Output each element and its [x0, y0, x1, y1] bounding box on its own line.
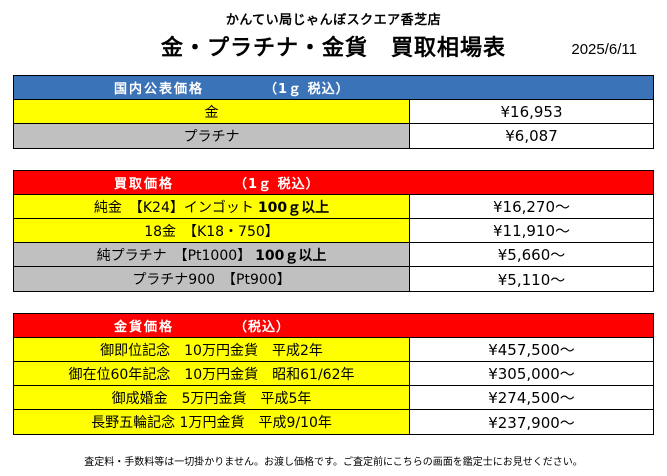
table-row: 純金 【K24】インゴット 100ｇ以上 ¥16,270～ — [14, 195, 653, 219]
table-row: 御即位記念 10万円金貨 平成2年 ¥457,500～ — [14, 338, 653, 362]
table-row: プラチナ ¥6,087 — [14, 124, 653, 148]
item-price: ¥5,660～ — [497, 246, 566, 264]
item-price: ¥16,953 — [500, 102, 563, 121]
item-price: ¥6,087 — [505, 127, 558, 145]
item-price: ¥274,500～ — [488, 389, 575, 407]
table-row: プラチナ900 【Pt900】 ¥5,110～ — [14, 267, 653, 291]
table-row: 18金 【K18・750】 ¥11,910～ — [14, 219, 653, 243]
item-name: 御即位記念 10万円金貨 平成2年 — [14, 338, 410, 361]
table-row: 御在位60年記念 10万円金貨 昭和61/62年 ¥305,000～ — [14, 362, 653, 386]
public-price-header: 国内公表価格 （1ｇ 税込） — [14, 76, 653, 100]
item-name: 純プラチナ 【Pt1000】 100ｇ以上 — [14, 243, 410, 266]
public-price-header-tax: （1ｇ 税込） — [264, 82, 350, 97]
item-price: ¥5,110～ — [497, 270, 566, 289]
item-price: ¥237,900～ — [488, 413, 575, 432]
item-name-platinum: プラチナ — [14, 124, 410, 148]
table-row: 純プラチナ 【Pt1000】 100ｇ以上 ¥5,660～ — [14, 243, 653, 267]
buy-price-table: 買取価格 （1ｇ 税込） 純金 【K24】インゴット 100ｇ以上 ¥16,270… — [13, 170, 654, 292]
store-name: かんてい局じゃんぼスクエア香芝店 — [225, 13, 442, 28]
coin-price-header-label: 金貨価格 — [114, 320, 175, 335]
item-price: ¥457,500～ — [488, 341, 575, 359]
buy-price-header: 買取価格 （1ｇ 税込） — [14, 171, 653, 195]
item-name: 御成婚金 5万円金貨 平成5年 — [14, 386, 410, 409]
page-title: 金・プラチナ・金貨 買取相場表 — [160, 36, 506, 61]
coin-price-header: 金貨価格 （税込） — [14, 314, 653, 338]
item-condition: 100ｇ以上 — [257, 199, 330, 216]
public-price-table: 国内公表価格 （1ｇ 税込） 金 ¥16,953 プラチナ ¥6,087 — [13, 75, 654, 149]
buy-price-header-tax: （1ｇ 税込） — [234, 177, 320, 192]
item-price: ¥11,910～ — [492, 222, 571, 240]
coin-price-header-tax: （税込） — [234, 320, 291, 335]
item-name: プラチナ900 【Pt900】 — [14, 267, 410, 291]
table-row: 長野五輪記念 1万円金貨 平成9/10年 ¥237,900～ — [14, 410, 653, 434]
buy-price-header-label: 買取価格 — [114, 177, 175, 192]
table-row: 御成婚金 5万円金貨 平成5年 ¥274,500～ — [14, 386, 653, 410]
public-price-header-label: 国内公表価格 — [114, 82, 205, 97]
item-price: ¥16,270～ — [492, 198, 571, 216]
item-name: 18金 【K18・750】 — [14, 219, 410, 242]
item-name: 御在位60年記念 10万円金貨 昭和61/62年 — [14, 362, 410, 385]
item-name: 長野五輪記念 1万円金貨 平成9/10年 — [14, 410, 410, 434]
item-name-gold: 金 — [14, 100, 410, 123]
item-price: ¥305,000～ — [488, 365, 575, 383]
footer-note: 査定料・手数料等は一切掛かりません。お渡し価格です。ご査定前にこちらの画面を鑑定… — [84, 457, 583, 468]
table-row: 金 ¥16,953 — [14, 100, 653, 124]
item-name: 純金 【K24】インゴット 100ｇ以上 — [14, 195, 410, 218]
item-condition: 100ｇ以上 — [255, 247, 327, 264]
date-label: 2025/6/11 — [571, 41, 637, 58]
coin-price-table: 金貨価格 （税込） 御即位記念 10万円金貨 平成2年 ¥457,500～ 御在… — [13, 313, 654, 435]
